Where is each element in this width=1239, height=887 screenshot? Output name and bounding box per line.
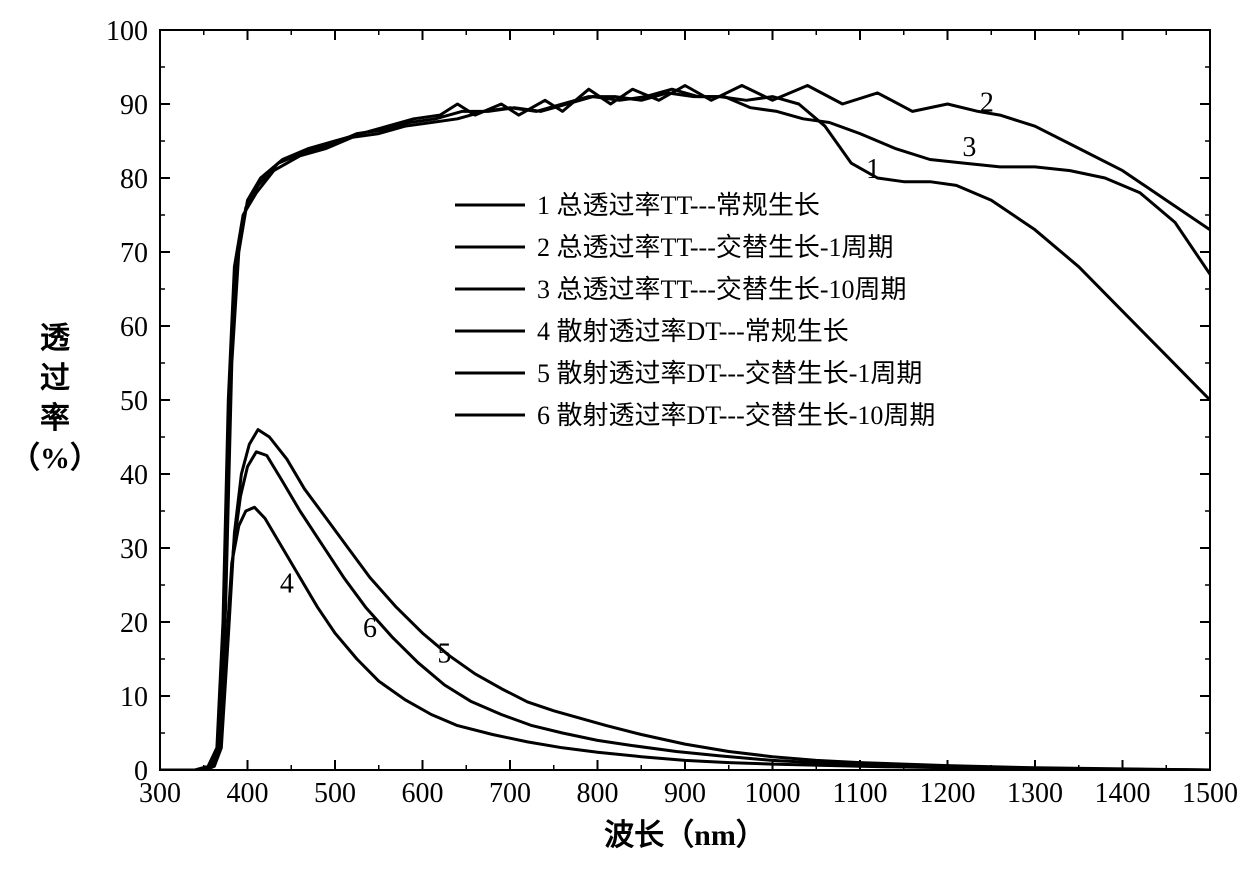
y-tick-label: 40	[120, 460, 148, 491]
legend-item-2: 2 总透过率TT---交替生长-1周期	[537, 233, 894, 262]
y-tick-label: 60	[120, 312, 148, 343]
y-tick-label: 90	[120, 90, 148, 121]
y-tick-label: 0	[134, 756, 148, 787]
y-tick-label: 20	[120, 608, 148, 639]
x-tick-label: 600	[402, 778, 444, 809]
y-tick-label: 80	[120, 164, 148, 195]
x-tick-label: 500	[314, 778, 356, 809]
legend-item-4: 4 散射透过率DT---常规生长	[537, 317, 849, 346]
y-tick-label: 30	[120, 534, 148, 565]
x-tick-label: 1300	[1007, 778, 1063, 809]
legend-item-5: 5 散射透过率DT---交替生长-1周期	[537, 359, 922, 388]
legend-item-1: 1 总透过率TT---常规生长	[537, 191, 820, 220]
y-axis-label-char: 率	[40, 402, 70, 435]
x-tick-label: 900	[664, 778, 706, 809]
series-6	[160, 452, 1210, 770]
x-tick-label: 400	[227, 778, 269, 809]
transmittance-chart: 3004005006007008009001000110012001300140…	[0, 0, 1239, 887]
x-tick-label: 1500	[1182, 778, 1238, 809]
curve-label-3: 3	[962, 132, 976, 163]
y-axis-label-char: （%）	[10, 441, 100, 475]
series-5	[160, 430, 1210, 770]
y-tick-label: 70	[120, 238, 148, 269]
curve-label-2: 2	[980, 87, 994, 118]
y-tick-label: 100	[106, 16, 148, 47]
chart-container: 3004005006007008009001000110012001300140…	[0, 0, 1239, 887]
legend-item-3: 3 总透过率TT---交替生长-10周期	[537, 275, 907, 304]
series-4	[160, 507, 1210, 770]
curve-label-6: 6	[363, 613, 377, 644]
legend-item-6: 6 散射透过率DT---交替生长-10周期	[537, 401, 935, 430]
x-tick-label: 1400	[1095, 778, 1151, 809]
x-tick-label: 800	[577, 778, 619, 809]
curve-label-1: 1	[866, 154, 880, 185]
curve-label-4: 4	[280, 568, 294, 599]
x-tick-label: 700	[489, 778, 531, 809]
x-tick-label: 1100	[833, 778, 888, 809]
y-axis-label-char: 透	[40, 322, 70, 355]
y-tick-label: 50	[120, 386, 148, 417]
x-tick-label: 1200	[920, 778, 976, 809]
y-axis-label-char: 过	[40, 362, 70, 395]
x-tick-label: 1000	[745, 778, 801, 809]
curve-label-5: 5	[437, 639, 451, 670]
y-tick-label: 10	[120, 682, 148, 713]
x-axis-label: 波长（nm）	[604, 818, 766, 852]
plot-border	[160, 30, 1210, 770]
